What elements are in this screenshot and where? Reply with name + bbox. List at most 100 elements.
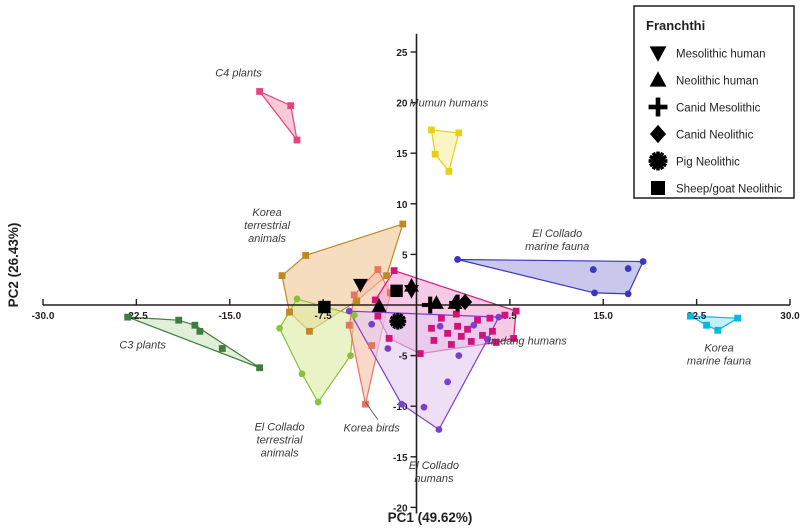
x-tick-label: 15.0 [594, 311, 614, 322]
data-point [447, 341, 455, 348]
data-point [589, 266, 597, 273]
data-point [302, 252, 310, 259]
data-point [196, 327, 204, 335]
group-label: Imdang humans [488, 335, 567, 347]
y-tick-label: 5 [402, 250, 408, 261]
y-tick-label: 25 [396, 48, 408, 59]
legend-item-square[interactable]: Sheep/goat Neolithic [651, 181, 782, 196]
data-point [286, 308, 293, 316]
data-point [287, 102, 295, 110]
data-point [464, 325, 471, 333]
group-hull [457, 258, 645, 295]
data-point [416, 350, 424, 357]
data-point [455, 129, 463, 137]
legend-item-triangle-up[interactable]: Neolithic human [649, 71, 759, 88]
y-tick-label: -20 [393, 503, 408, 514]
data-point [495, 313, 503, 321]
data-point [438, 314, 445, 322]
legend-item-label: Canid Mesolithic [676, 103, 761, 115]
data-point [353, 297, 361, 305]
x-tick-label: 30.0 [780, 311, 800, 322]
legend-item-triangle-down[interactable]: Mesolithic human [649, 46, 766, 62]
data-point [479, 331, 486, 339]
legend-item-label: Canid Neolithic [676, 130, 754, 142]
data-point [293, 136, 301, 144]
group-hull [259, 90, 298, 141]
data-point [374, 312, 382, 320]
data-point [362, 400, 369, 408]
legend-item-label: Mesolithic human [676, 49, 765, 61]
data-point [703, 321, 710, 329]
franchthi-diamond-marker [457, 293, 473, 311]
data-point [484, 336, 491, 343]
y-tick-label: -10 [393, 402, 408, 413]
data-point [383, 272, 391, 280]
data-point [452, 310, 460, 318]
group-label-layer: C4 plants Mumun humans Korea terrestrial ani… [119, 67, 751, 485]
legend-item-plus[interactable]: Canid Mesolithic [648, 97, 761, 117]
data-point [386, 289, 394, 297]
label-leader-line [365, 401, 379, 420]
data-point [368, 342, 376, 349]
franchthi-plus-marker [421, 296, 439, 314]
diamond-icon [649, 124, 667, 144]
data-point [347, 352, 354, 359]
group-label: El Collado humans [409, 460, 459, 485]
data-point [218, 345, 226, 352]
franchthi-triangle-up-marker [371, 298, 387, 312]
group-label: El Collado marine fauna [525, 228, 589, 253]
data-point [420, 403, 428, 411]
y-tick-label: -15 [393, 453, 408, 464]
asterisk-icon [648, 151, 668, 171]
x-tick-label: 7.5 [503, 311, 517, 322]
y-tick-label: 15 [396, 149, 408, 160]
data-point [124, 313, 132, 321]
data-point [444, 329, 452, 337]
franchthi-asterisk-marker [389, 312, 407, 330]
data-point [278, 272, 286, 280]
square-icon [651, 181, 665, 195]
data-point [368, 320, 376, 328]
data-point [470, 321, 478, 329]
data-point [191, 321, 199, 329]
data-point [435, 426, 443, 433]
franchthi-marker-layer [318, 278, 473, 330]
data-point [428, 126, 435, 134]
data-point [345, 307, 353, 315]
data-point [512, 307, 520, 315]
group-label: Korea birds [344, 423, 401, 435]
data-point [445, 168, 453, 175]
data-point [489, 327, 496, 335]
x-tick-label: -22.5 [125, 311, 148, 322]
group-label: El Collado terrestrial animals [254, 421, 304, 459]
group-label: Korea terrestrial animals [244, 207, 290, 245]
legend-item-diamond[interactable]: Canid Neolithic [649, 124, 754, 144]
data-point [256, 88, 264, 95]
franchthi-triangle-up-marker [447, 295, 463, 309]
franchthi-square-marker [390, 284, 403, 298]
legend[interactable]: Franchthi Mesolithic human Neolithic human… [633, 5, 795, 199]
y-tick-label: 10 [396, 200, 408, 211]
group-label: Mumun humans [409, 98, 488, 110]
data-point [624, 265, 632, 272]
data-point [454, 322, 461, 330]
data-point [474, 316, 481, 324]
x-tick-label: -30.0 [32, 311, 55, 322]
group-label: C3 plants [119, 340, 166, 352]
group-label: Korea marine fauna [687, 343, 751, 368]
data-point [390, 267, 398, 274]
data-point [687, 312, 694, 320]
data-point [430, 337, 438, 344]
data-point [510, 334, 518, 342]
data-point [734, 314, 742, 322]
data-point [436, 322, 444, 330]
y-tick-label: 20 [396, 99, 408, 110]
x-tick-label: 22.5 [687, 311, 707, 322]
data-point [345, 321, 353, 329]
data-point [455, 352, 463, 359]
legend-item-asterisk[interactable]: Pig Neolithic [648, 151, 741, 171]
legend-item-label: Pig Neolithic [676, 157, 740, 169]
group-hull [430, 129, 460, 173]
triangle-down-icon [649, 46, 667, 62]
